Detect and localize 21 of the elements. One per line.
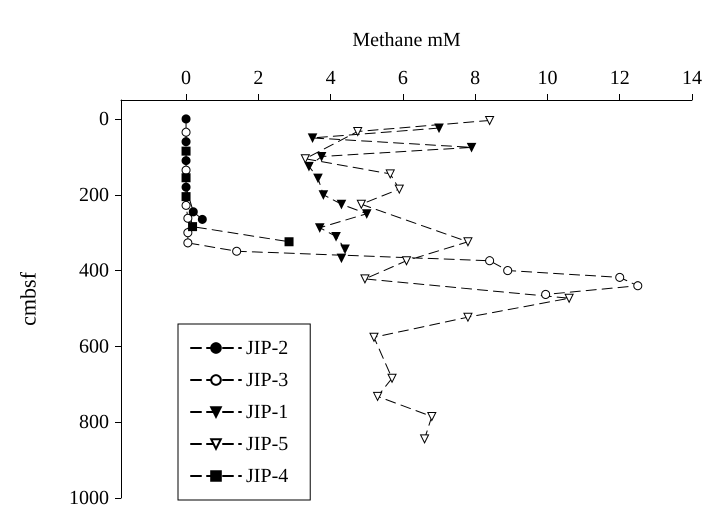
x-axis-title: Methane mM <box>352 29 461 51</box>
legend-label: JIP-2 <box>246 337 288 359</box>
legend-label: JIP-3 <box>246 369 288 391</box>
legend-label: JIP-1 <box>246 401 288 423</box>
x-tick-label: 10 <box>537 67 558 89</box>
x-tick-label: 14 <box>682 67 702 89</box>
y-tick-label: 800 <box>79 411 109 434</box>
y-axis-title: cmbsf <box>16 271 40 326</box>
x-tick-label: 4 <box>326 67 336 89</box>
y-tick-label: 0 <box>99 108 109 130</box>
legend-label: JIP-5 <box>246 433 288 455</box>
y-tick-label: 600 <box>79 335 109 358</box>
x-tick-label: 8 <box>470 67 480 89</box>
x-tick-label: 12 <box>610 67 630 89</box>
x-tick-label: 2 <box>253 67 264 89</box>
x-tick-label: 0 <box>181 67 192 89</box>
x-tick-label: 6 <box>398 67 408 89</box>
y-tick-label: 200 <box>79 184 109 206</box>
y-tick-label: 400 <box>79 260 109 282</box>
y-tick-label: 1000 <box>69 487 109 508</box>
legend-label: JIP-4 <box>246 465 288 487</box>
